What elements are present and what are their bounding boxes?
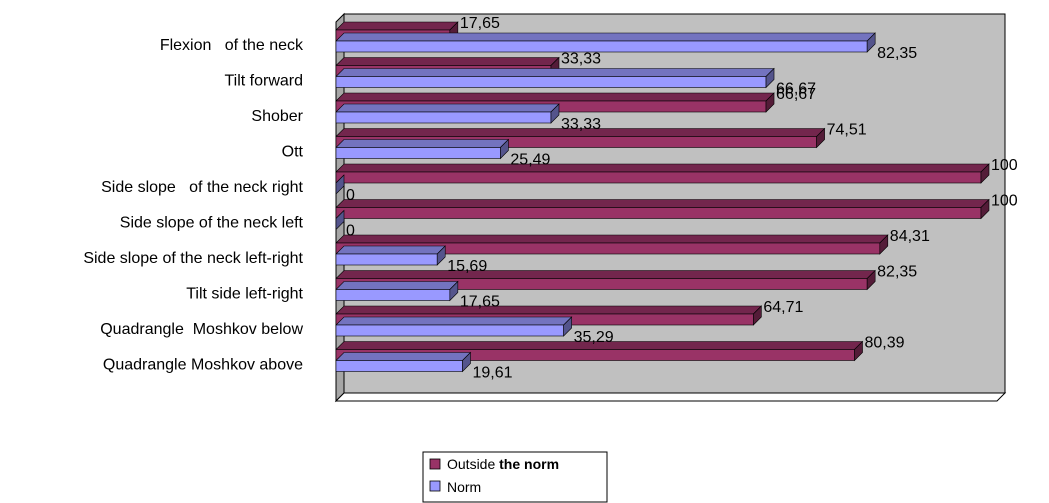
value-label-outside-norm: 84,31 xyxy=(890,228,930,245)
legend-swatch-norm xyxy=(429,480,441,492)
category-label: Side slope of the neck left xyxy=(120,215,304,232)
category-label: Side slope of the neck right xyxy=(101,179,303,196)
value-label-norm: 35,29 xyxy=(574,329,614,346)
category-label: Flexion of the neck xyxy=(160,37,304,54)
value-label-outside-norm: 74,51 xyxy=(827,122,867,139)
legend-entry-norm: Norm xyxy=(447,479,481,495)
value-label-outside-norm: 66,67 xyxy=(776,86,816,103)
value-label-outside-norm: 64,71 xyxy=(763,299,803,316)
value-label-norm: 0 xyxy=(346,187,355,204)
bar-outside-norm xyxy=(335,234,889,255)
category-label: Ott xyxy=(282,144,304,161)
bar-outside-norm xyxy=(335,269,876,291)
legend-box xyxy=(422,451,608,503)
category-label: Shober xyxy=(251,108,303,125)
value-label-outside-norm: 100 xyxy=(991,193,1018,210)
value-label-norm: 25,49 xyxy=(510,152,550,169)
floor xyxy=(334,392,1007,402)
legend-entry-outside-norm: Outside the norm xyxy=(447,456,559,472)
bar-norm xyxy=(335,103,560,124)
chart-bars xyxy=(335,21,990,373)
bar-norm xyxy=(335,32,876,53)
bar-norm xyxy=(335,174,345,195)
category-label: Quadrangle Moshkov below xyxy=(100,321,303,338)
bar-norm xyxy=(335,209,345,231)
category-label: Tilt forward xyxy=(224,73,303,90)
legend-swatch-outside-norm xyxy=(429,458,441,470)
value-label-norm: 17,65 xyxy=(460,294,500,311)
value-label-outside-norm: 82,35 xyxy=(877,264,917,281)
bar-outside-norm xyxy=(335,127,826,149)
value-label-outside-norm: 100 xyxy=(991,157,1018,174)
value-label-outside-norm: 80,39 xyxy=(865,335,905,352)
bar-norm xyxy=(335,67,775,89)
value-label-norm: 66,67 xyxy=(776,81,816,98)
value-label-norm: 19,61 xyxy=(472,365,512,382)
value-label-norm: 15,69 xyxy=(447,258,487,275)
bar-outside-norm xyxy=(335,340,864,362)
value-label-outside-norm: 33,33 xyxy=(561,51,601,68)
category-label: Tilt side left-right xyxy=(186,286,303,303)
bar-norm xyxy=(335,138,510,160)
bar-norm xyxy=(335,280,459,302)
value-label-norm: 33,33 xyxy=(561,116,601,133)
bar-norm xyxy=(335,316,573,337)
bar-norm xyxy=(335,351,472,373)
value-label-norm: 82,35 xyxy=(877,45,917,62)
chart-legend: Outside the norm Norm xyxy=(422,451,608,503)
bar-outside-norm xyxy=(335,163,990,184)
bar-norm xyxy=(335,245,446,266)
category-labels: Flexion of the neck Tilt forward Shober Ott… xyxy=(83,37,304,374)
bar-outside-norm xyxy=(335,198,990,220)
category-label: Quadrangle Moshkov above xyxy=(103,357,303,374)
category-label: Side slope of the neck left-right xyxy=(83,250,303,267)
value-label-norm: 0 xyxy=(346,223,355,240)
value-label-outside-norm: 17,65 xyxy=(460,15,500,32)
